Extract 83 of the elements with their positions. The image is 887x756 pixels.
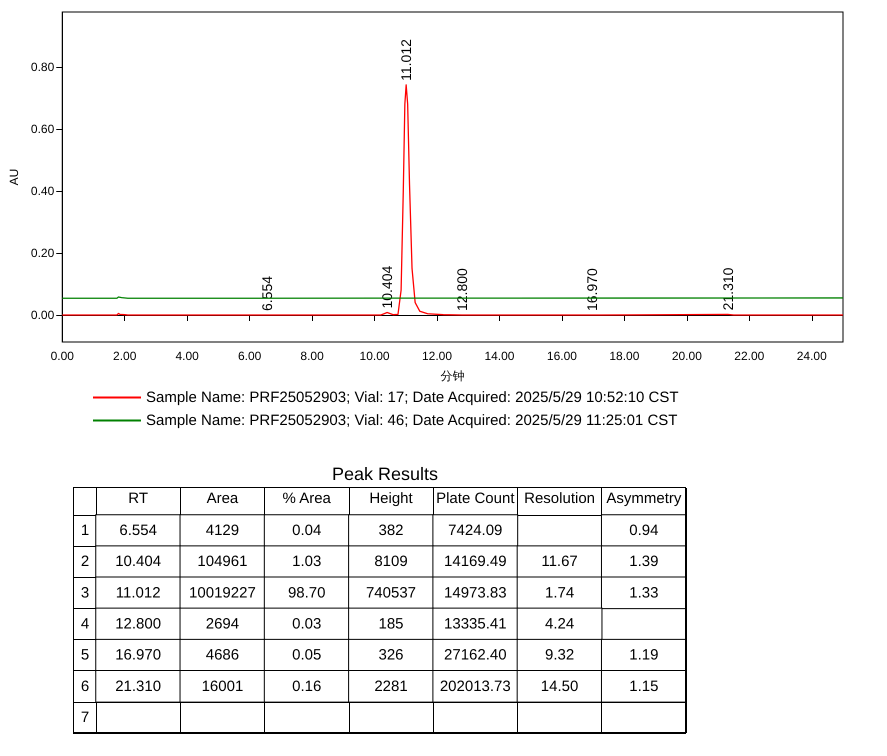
x-tick-label: Area (206, 490, 239, 507)
annotation: 6.554 (258, 276, 275, 312)
data-label: 2694 (206, 616, 240, 632)
data-label: 11.67 (541, 553, 578, 570)
x-axis-title: 分钟 (440, 369, 465, 383)
data-label: 326 (378, 646, 404, 664)
data-label: 14.50 (540, 678, 578, 695)
data-label: 2281 (374, 678, 408, 695)
data-label: 11.012 (116, 584, 161, 602)
x-tick-label: 0.00 (50, 349, 74, 363)
data-label: 12.800 (115, 616, 162, 632)
x-tick-label: Asymmetry (606, 490, 682, 507)
x-tick-label: 12.00 (422, 349, 452, 363)
data-label: 1.19 (629, 646, 658, 664)
data-label: 1.39 (629, 553, 658, 570)
data-label: 202013.73 (440, 678, 511, 695)
data-label: 27162.40 (444, 646, 507, 664)
annotation: 10.404 (379, 266, 396, 309)
data-label: 0.05 (292, 646, 322, 664)
data-label: 382 (378, 522, 404, 540)
data-label: 0.03 (292, 616, 322, 632)
x-tick-label: 16.00 (546, 349, 578, 363)
x-tick-label: Height (369, 490, 414, 507)
data-label: 98.70 (288, 584, 326, 602)
y-axis-title: AU (7, 168, 21, 186)
y-tick-label: 0.40 (30, 184, 55, 198)
annotation: 21.310 (720, 267, 736, 310)
data-label: 16.970 (115, 646, 162, 664)
data-label: 9.32 (544, 646, 574, 664)
data-label: 8109 (374, 553, 408, 570)
data-label: 10.404 (115, 553, 162, 570)
data-label: 0.04 (292, 522, 322, 540)
legend-label: Sample Name: PRF25052903; Vial: 17; Date Acquired: 2025/5/29 10:52:10 CST (146, 389, 679, 406)
data-label: 4686 (206, 646, 240, 664)
y-tick-label: 2 (80, 553, 90, 570)
x-tick-label: 10.00 (360, 349, 390, 363)
data-label: 13335.41 (444, 616, 507, 632)
x-tick-label: 24.00 (796, 349, 828, 363)
y-tick-label: 0.20 (30, 246, 55, 260)
data-label: 14169.49 (444, 553, 507, 570)
data-label: 7424.09 (448, 522, 502, 540)
y-tick-label: 4 (80, 616, 90, 632)
x-tick-label: Plate Count (436, 490, 516, 507)
data-label: 0.94 (629, 522, 658, 540)
data-label: 740537 (366, 584, 416, 602)
legend-label: Sample Name: PRF25052903; Vial: 46; Date Acquired: 2025/5/29 11:25:01 CST (146, 412, 678, 429)
x-tick-label: 20.00 (672, 349, 702, 363)
y-tick-label: 3 (80, 584, 90, 602)
data-label: 0.16 (292, 678, 322, 695)
data-label: 1.33 (629, 584, 658, 602)
y-tick-label: 0.80 (30, 60, 55, 74)
y-tick-label: 6 (80, 678, 90, 695)
x-tick-label: 8.00 (300, 349, 324, 363)
x-tick-label: 14.00 (484, 349, 515, 363)
y-tick-label: 0.60 (30, 122, 55, 136)
data-label: 4.24 (544, 616, 574, 632)
x-tick-label: 2.00 (113, 349, 137, 363)
x-tick-label: % Area (282, 490, 332, 507)
data-label: 185 (378, 616, 404, 632)
data-label: 21.310 (115, 678, 162, 695)
x-tick-label: 4.00 (175, 349, 200, 363)
data-label: 16001 (202, 678, 244, 695)
y-tick-label: 0.00 (30, 308, 55, 322)
data-label: 1.74 (544, 584, 574, 602)
x-tick-label: RT (128, 490, 148, 507)
x-tick-label: 6.00 (238, 349, 262, 363)
y-tick-label: 1 (80, 522, 90, 540)
data-label: 14973.83 (444, 584, 507, 602)
data-label: 104961 (197, 553, 248, 570)
data-label: 1.03 (292, 553, 322, 570)
chart-title: Peak Results (332, 464, 438, 484)
annotation: 16.970 (584, 268, 600, 312)
x-tick-label: 18.00 (609, 349, 640, 363)
data-label: 4129 (206, 522, 240, 540)
y-tick-label: 5 (80, 646, 90, 664)
data-label: 6.554 (119, 522, 157, 540)
y-tick-label: 7 (80, 708, 90, 726)
x-tick-label: Resolution (524, 490, 596, 507)
x-tick-label: 22.00 (734, 349, 765, 363)
data-label: 10019227 (189, 584, 256, 602)
data-label: 1.15 (629, 678, 658, 695)
annotation: 11.012 (398, 38, 414, 81)
annotation: 12.800 (454, 268, 470, 312)
